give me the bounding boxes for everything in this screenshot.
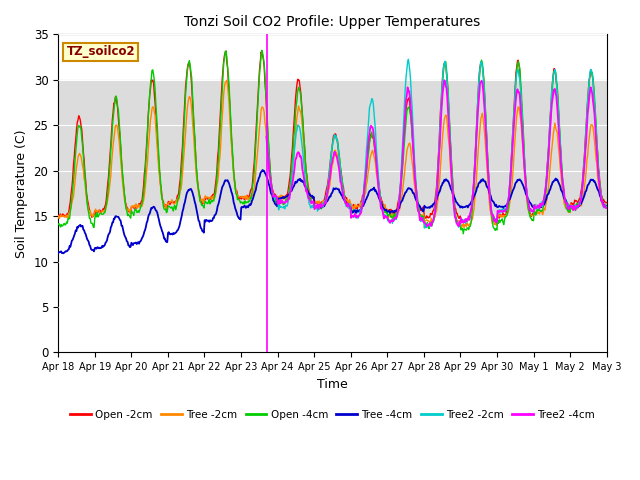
X-axis label: Time: Time [317,378,348,391]
Legend: Open -2cm, Tree -2cm, Open -4cm, Tree -4cm, Tree2 -2cm, Tree2 -4cm: Open -2cm, Tree -2cm, Open -4cm, Tree -4… [66,405,598,424]
Y-axis label: Soil Temperature (C): Soil Temperature (C) [15,129,28,258]
Text: TZ_soilco2: TZ_soilco2 [67,46,135,59]
Bar [58,80,607,216]
Title: Tonzi Soil CO2 Profile: Upper Temperatures: Tonzi Soil CO2 Profile: Upper Temperatur… [184,15,481,29]
